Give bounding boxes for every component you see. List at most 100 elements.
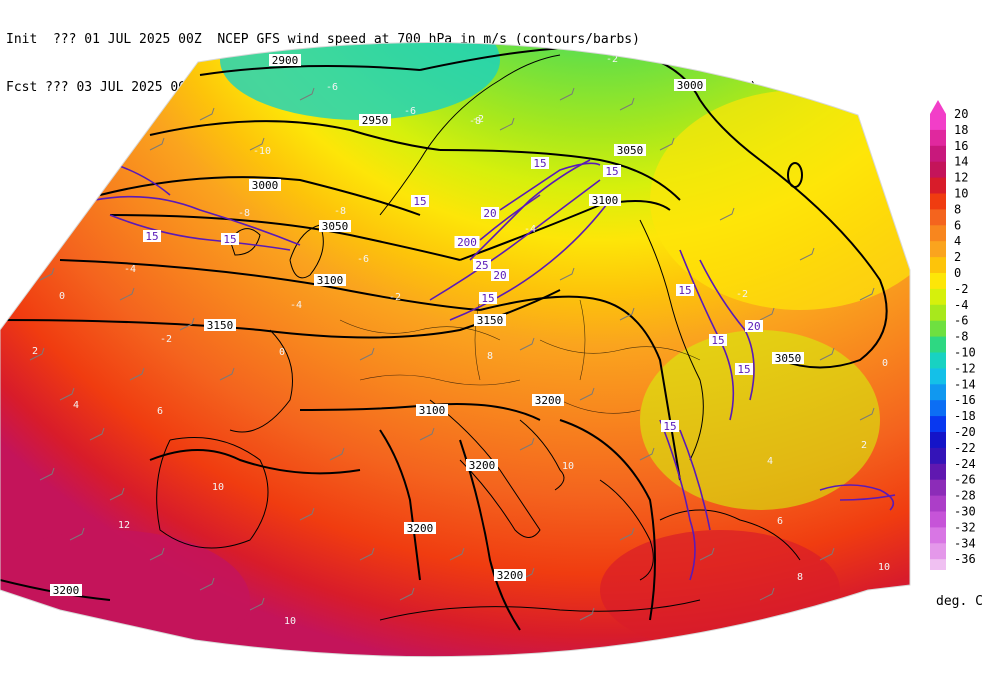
legend-label: 14 [954,155,968,169]
legend-swatch [930,400,946,417]
legend-swatch [930,161,946,179]
height-label-bg [269,54,301,66]
wind-contour-label: 25 [475,259,488,272]
color-legend: 20 18 16 14 12 10 8 6 4 2 0 -2 -4 -6 -8 -10 -12 -14 -16 -18… [930,100,1000,576]
temp-contour-label: 6 [157,406,163,417]
legend-label: -22 [954,441,976,455]
wind-contour-label: 15 [481,292,494,305]
height-label-bg [359,114,391,126]
temp-contour-label: 4 [73,400,79,411]
temp-contour-label: 2 [32,346,38,357]
temp-contour-label: -6 [357,254,369,265]
wind-contour-label: 15 [737,363,750,376]
temp-contour-label: -8 [238,208,250,219]
height-contour-label: 3200 [535,394,562,407]
legend-units: deg. C [936,594,983,609]
legend-swatch [930,511,946,528]
legend-swatch [930,320,946,338]
temp-contour-label: 10 [562,461,574,472]
height-label-bg [404,522,436,534]
cool-area-east [650,90,910,310]
legend-swatch [930,495,946,512]
legend-swatch [930,559,946,576]
legend-label: 20 [954,107,968,121]
height-contour-label: 3050 [617,144,644,157]
legend-label: -4 [954,298,968,312]
wind-label-bg [603,165,621,177]
temp-contour-label: 6 [777,516,783,527]
wind-contours [94,159,896,581]
temp-contour-label: 4 [767,456,773,467]
legend-swatch [930,304,946,322]
legend-label: -36 [954,552,976,566]
temp-contour-label: -2 [606,54,618,65]
legend-label: -24 [954,457,976,471]
legend-swatch [930,384,946,401]
height-label-bg [249,179,281,191]
height-label-bg [50,584,82,596]
temp-contour-label: 8 [797,572,803,583]
wind-label-bg [735,363,753,375]
temp-contour-label: 0 [59,291,65,302]
height-label-bg [772,352,804,364]
legend-label: 2 [954,250,961,264]
height-label-bg [204,319,236,331]
temp-contour-label: -4 [290,300,302,311]
temp-contour-label: 8 [487,351,493,362]
wind-contour-label: 15 [678,284,691,297]
legend-label: 8 [954,202,961,216]
legend-colorbar: 20181614121086420-2-4-6-8-10-12-14-16-18… [930,100,976,576]
temp-contour-label: 10 [284,616,296,627]
legend-swatch [930,241,946,258]
legend-swatch [930,193,946,210]
legend-swatch [930,225,946,242]
legend-swatch [930,209,946,226]
wind-label-bg [676,284,694,296]
wind-contour-label: 15 [413,195,426,208]
height-contour-label: 3200 [407,522,434,535]
legend-label: -26 [954,473,976,487]
height-contour-label: 2950 [362,114,389,127]
legend-swatch [930,352,946,369]
temp-contour-label: 12 [118,520,130,531]
temp-contour-label: -2 [389,292,401,303]
height-contour-label: 3050 [775,352,802,365]
legend-swatch [930,543,946,560]
temp-contour-label: -6 [326,82,338,93]
height-contour-label: 3100 [419,404,446,417]
legend-label: -2 [954,282,968,296]
height-label-bg [674,79,706,91]
wind-contour-label: 15 [605,165,618,178]
warm-area-southeast [600,530,840,650]
legend-swatch [930,463,946,481]
wind-label-bg [491,269,509,281]
wind-contour-label: 20 [483,207,496,220]
coastlines [156,54,801,621]
temp-contour-label: 10 [878,562,890,573]
legend-swatch [930,145,946,163]
temp-contour-label: -8 [334,206,346,217]
legend-swatch [930,129,946,147]
cool-area-southeast [640,330,880,510]
legend-label: -6 [954,314,968,328]
height-label-bg [589,194,621,206]
height-contour-label: 3200 [469,459,496,472]
wind-contour-label: 15 [663,420,676,433]
legend-swatch [930,447,946,465]
legend-label: -10 [954,346,976,360]
wind-label-bg [221,233,239,245]
temp-contour-label: -6 [404,106,416,117]
wind-label-bg [745,320,763,332]
wind-contour-label: 20 [747,320,760,333]
temp-contour-label: -2 [160,334,172,345]
legend-label: -30 [954,505,976,519]
height-contour-label: 2900 [272,54,299,67]
height-contour-label: 3150 [207,319,234,332]
legend-label: -12 [954,361,976,375]
legend-swatch [930,114,946,131]
temp-contour-label: -2 [736,289,748,300]
wind-contour-label: 15 [533,157,546,170]
height-contour-label: 3150 [477,314,504,327]
